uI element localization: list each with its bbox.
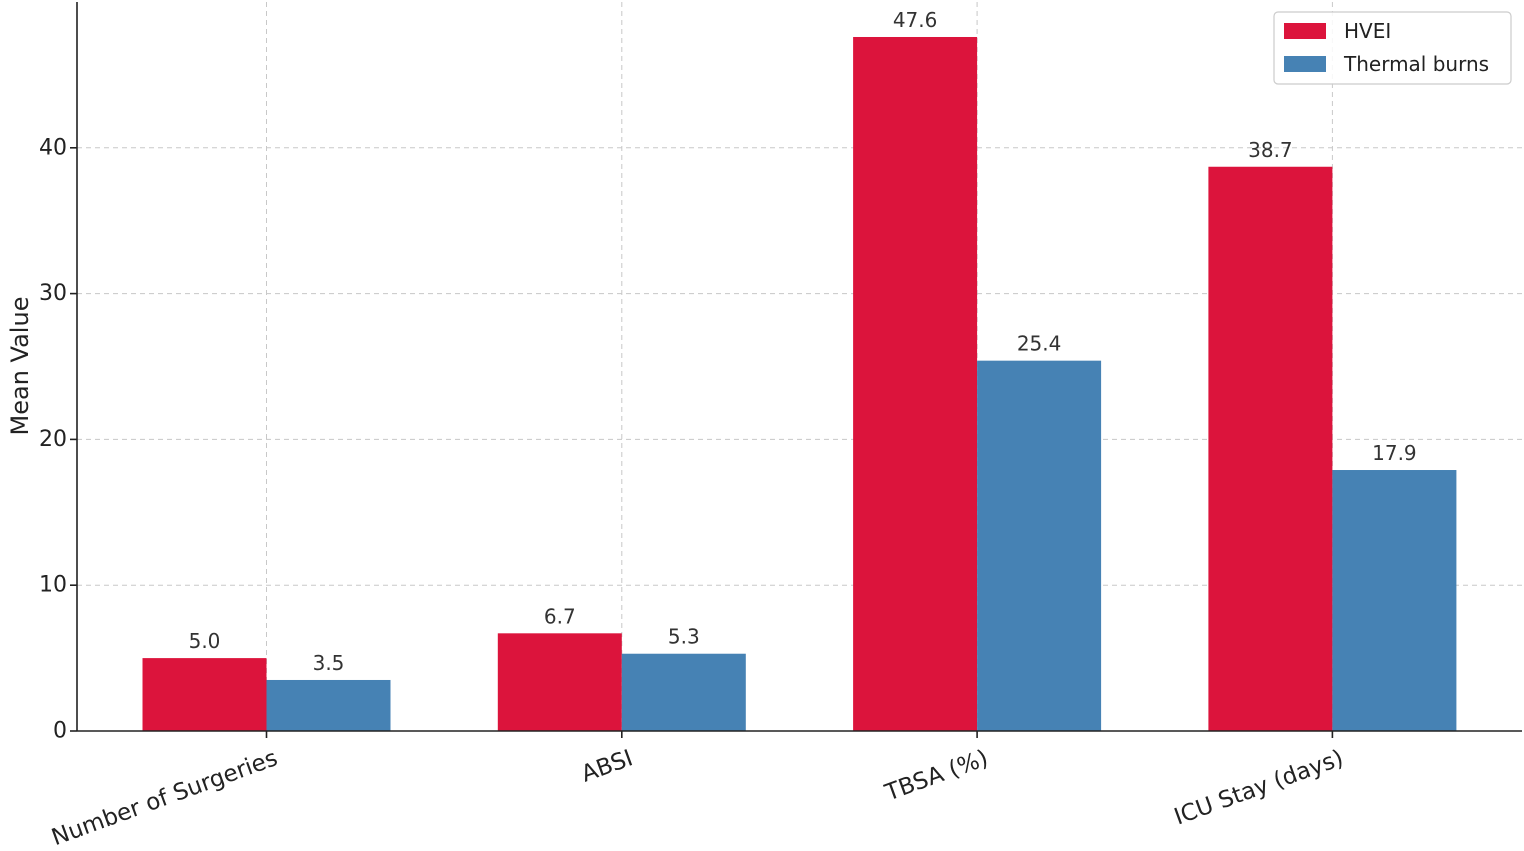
y-tick-label: 30 bbox=[39, 281, 67, 306]
x-tick-label: TBSA (%) bbox=[881, 745, 992, 806]
bar-thermal-burns bbox=[621, 653, 746, 731]
bar-hvei bbox=[1208, 166, 1333, 731]
x-tick-label: Number of Surgeries bbox=[48, 745, 281, 851]
legend-label: HVEI bbox=[1344, 19, 1391, 43]
legend-swatch bbox=[1284, 23, 1326, 39]
y-tick-label: 0 bbox=[53, 719, 67, 744]
data-label: 38.7 bbox=[1248, 138, 1293, 162]
bar-hvei bbox=[497, 633, 622, 731]
legend-label: Thermal burns bbox=[1343, 52, 1489, 76]
x-tick-label: ABSI bbox=[578, 745, 636, 787]
y-tick-label: 40 bbox=[39, 135, 67, 160]
data-labels: 5.0 6.7 47.6 38.7 3.5 5.3 25.4 17.9 bbox=[189, 8, 1417, 675]
data-label: 25.4 bbox=[1017, 332, 1062, 356]
legend-box bbox=[1273, 11, 1512, 85]
data-label: 5.3 bbox=[668, 625, 700, 649]
data-label: 3.5 bbox=[313, 651, 345, 675]
data-label: 17.9 bbox=[1372, 441, 1417, 465]
bar-hvei bbox=[142, 658, 267, 731]
y-axis-label: Mean Value bbox=[6, 297, 34, 436]
data-label: 5.0 bbox=[189, 629, 221, 653]
data-label: 6.7 bbox=[544, 604, 576, 628]
y-tick-label: 20 bbox=[39, 427, 67, 452]
y-tick-label: 10 bbox=[39, 573, 67, 598]
data-label: 47.6 bbox=[893, 8, 938, 32]
legend: HVEI Thermal burns bbox=[1273, 11, 1512, 85]
bars bbox=[142, 36, 1457, 731]
axes bbox=[70, 2, 1522, 738]
bar-thermal-burns bbox=[977, 360, 1102, 731]
bar-thermal-burns bbox=[266, 679, 391, 731]
legend-swatch bbox=[1284, 56, 1326, 72]
tick-labels: 0 10 20 30 40 Number of Surgeries ABSI TBSA (%)… bbox=[39, 135, 1347, 851]
bar-thermal-burns bbox=[1332, 470, 1457, 731]
bar-hvei bbox=[853, 36, 978, 731]
x-tick-label: ICU Stay (days) bbox=[1171, 745, 1347, 830]
